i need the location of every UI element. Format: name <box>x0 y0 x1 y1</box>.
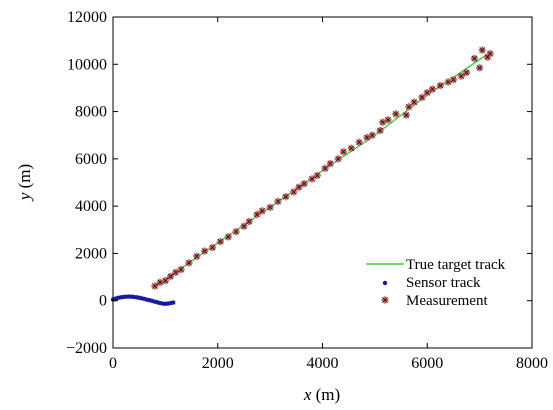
measurement-point <box>290 188 298 196</box>
legend-sensor-label: Sensor track <box>406 275 481 291</box>
measurement-point <box>486 50 494 58</box>
measurement-point <box>355 138 363 146</box>
measurement-point <box>379 118 387 126</box>
measurement-point <box>334 155 342 163</box>
legend-measurement-swatch <box>381 296 389 304</box>
measurement-point <box>313 171 321 180</box>
plot-layer <box>110 46 494 306</box>
measurement-point <box>423 89 431 97</box>
measurement-point <box>232 228 240 236</box>
measurement-point <box>156 278 164 286</box>
measurement-point <box>462 68 471 77</box>
measurement-point <box>266 203 274 211</box>
measurement-point <box>224 233 232 241</box>
measurement-point <box>193 252 201 260</box>
y-tick-label: 10000 <box>67 56 107 73</box>
measurement-point <box>384 116 392 124</box>
measurement-point <box>177 265 185 274</box>
measurement-point <box>208 243 217 252</box>
measurement-point <box>405 103 413 111</box>
x-tick-label: 0 <box>109 355 117 372</box>
measurement-point <box>201 247 209 255</box>
y-axis-unit: (m) <box>15 164 34 193</box>
measurement-point <box>240 222 248 230</box>
measurement-point <box>392 110 400 118</box>
ticks-layer: 0 2000 4000 6000 8000−2000020004000600080001… <box>66 9 548 372</box>
legend-measurement-label: Measurement <box>406 293 488 309</box>
x-axis-var: x <box>303 385 312 404</box>
measurement-point <box>245 217 253 226</box>
measurement-point <box>470 54 478 62</box>
legend-measurement-star <box>381 296 389 304</box>
measurement-point <box>185 259 193 267</box>
measurement-point <box>300 180 308 188</box>
y-tick-label: 6000 <box>75 151 107 168</box>
measurement-point <box>457 72 465 80</box>
measurement-point <box>253 210 261 219</box>
measurement-point <box>151 282 159 290</box>
measurement-point <box>368 131 376 139</box>
measurement-point <box>321 164 329 172</box>
x-axis-title: x (m) <box>303 385 340 404</box>
y-axis-var: y <box>15 192 34 202</box>
measurement-point <box>167 272 175 280</box>
y-tick-label: 0 <box>99 293 107 310</box>
measurement-point <box>308 175 316 183</box>
measurement-point <box>295 183 303 191</box>
measurement-point <box>418 93 426 101</box>
y-axis-title: y (m) <box>15 164 34 202</box>
x-axis-unit: (m) <box>311 385 340 404</box>
measurement-point <box>436 81 444 90</box>
measurement-point <box>449 76 458 84</box>
measurement-point <box>428 85 437 93</box>
y-tick-label: 8000 <box>75 104 107 121</box>
measurement-point <box>476 64 484 72</box>
legend-sensor-swatch <box>382 280 388 286</box>
x-tick-label: 6000 <box>411 355 443 372</box>
y-tick-label: 12000 <box>67 9 107 26</box>
y-tick-label: 4000 <box>75 198 107 215</box>
measurement-point <box>172 268 180 276</box>
x-tick-label: 4000 <box>307 355 339 372</box>
measurement-point <box>216 238 224 246</box>
x-tick-label: 8000 <box>516 355 548 372</box>
measurement-point <box>339 148 348 156</box>
measurement-point <box>402 111 410 119</box>
measurement-point <box>274 197 282 206</box>
legend: True target track Sensor track Measureme… <box>366 257 506 309</box>
measurement-point <box>478 46 486 54</box>
sensor-track-point <box>171 300 176 305</box>
y-tick-label: −2000 <box>66 340 107 357</box>
y-tick-label: 2000 <box>75 245 107 262</box>
measurement-point <box>376 126 384 135</box>
measurement-point <box>326 159 334 168</box>
measurement-point <box>347 144 355 152</box>
x-tick-label: 2000 <box>202 355 234 372</box>
measurement-point <box>161 277 169 285</box>
legend-true-track-label: True target track <box>406 257 506 273</box>
measurement-point <box>258 207 266 215</box>
measurement-point <box>410 98 418 106</box>
measurement-point <box>282 193 290 201</box>
